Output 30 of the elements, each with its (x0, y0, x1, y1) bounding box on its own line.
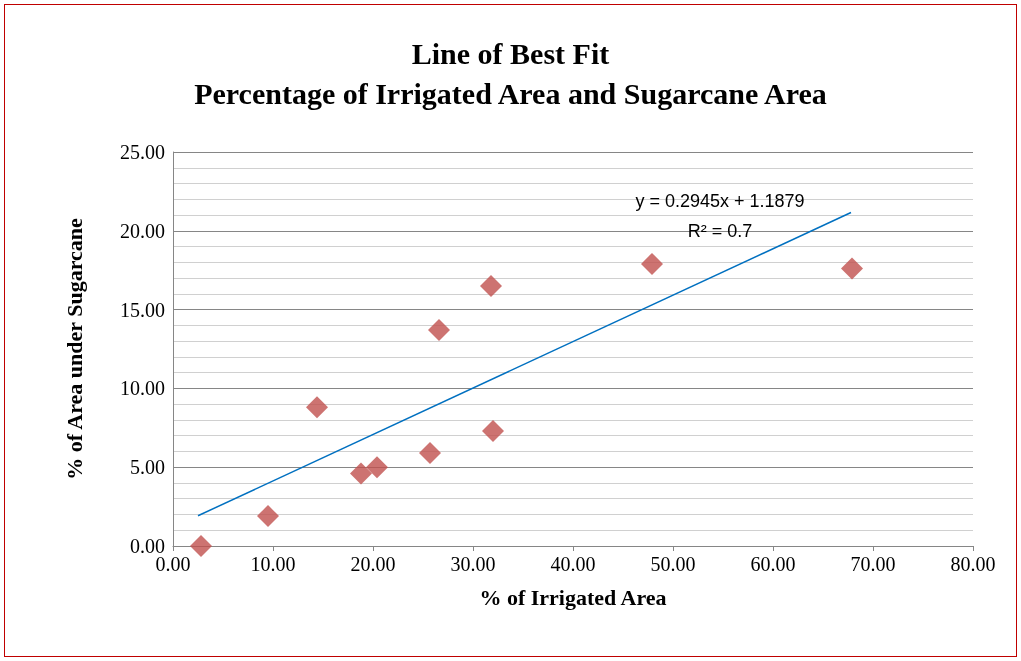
x-tick-label: 60.00 (750, 553, 796, 575)
x-tick-label: 30.00 (450, 553, 496, 575)
x-tick-label: 70.00 (850, 553, 896, 575)
point (350, 462, 372, 485)
y-tick-label: 5.00 (130, 456, 165, 479)
point (257, 505, 279, 528)
point (641, 252, 663, 275)
point (480, 274, 502, 297)
point (428, 319, 450, 342)
x-tick-label: 10.00 (250, 553, 296, 575)
point (190, 535, 212, 557)
x-tick-label: 20.00 (350, 553, 396, 575)
chart-subtitle: Percentage of Irrigated Area and Sugarcane Area (194, 76, 827, 110)
annotation: R² = 0.7 (687, 221, 753, 241)
annotation: y = 0.2945x + 1.1879 (635, 191, 805, 211)
point (841, 257, 863, 280)
point (306, 396, 328, 419)
y-tick-label: 10.00 (120, 377, 165, 400)
x-axis-title: % of Irrigated Area (479, 584, 667, 610)
chart-title: Line of Best Fit (411, 36, 610, 70)
x-tick-label: 50.00 (650, 553, 696, 575)
point (482, 419, 504, 442)
point (366, 456, 388, 479)
y-tick-label: 20.00 (120, 219, 165, 242)
y-axis-title: % of Area under Sugarcane (61, 217, 87, 480)
point (419, 442, 441, 465)
x-tick-label: 40.00 (550, 553, 596, 575)
y-tick-label: 25.00 (120, 141, 165, 163)
x-tick-label: 80.00 (950, 553, 996, 575)
y-tick-label: 15.00 (120, 298, 165, 321)
